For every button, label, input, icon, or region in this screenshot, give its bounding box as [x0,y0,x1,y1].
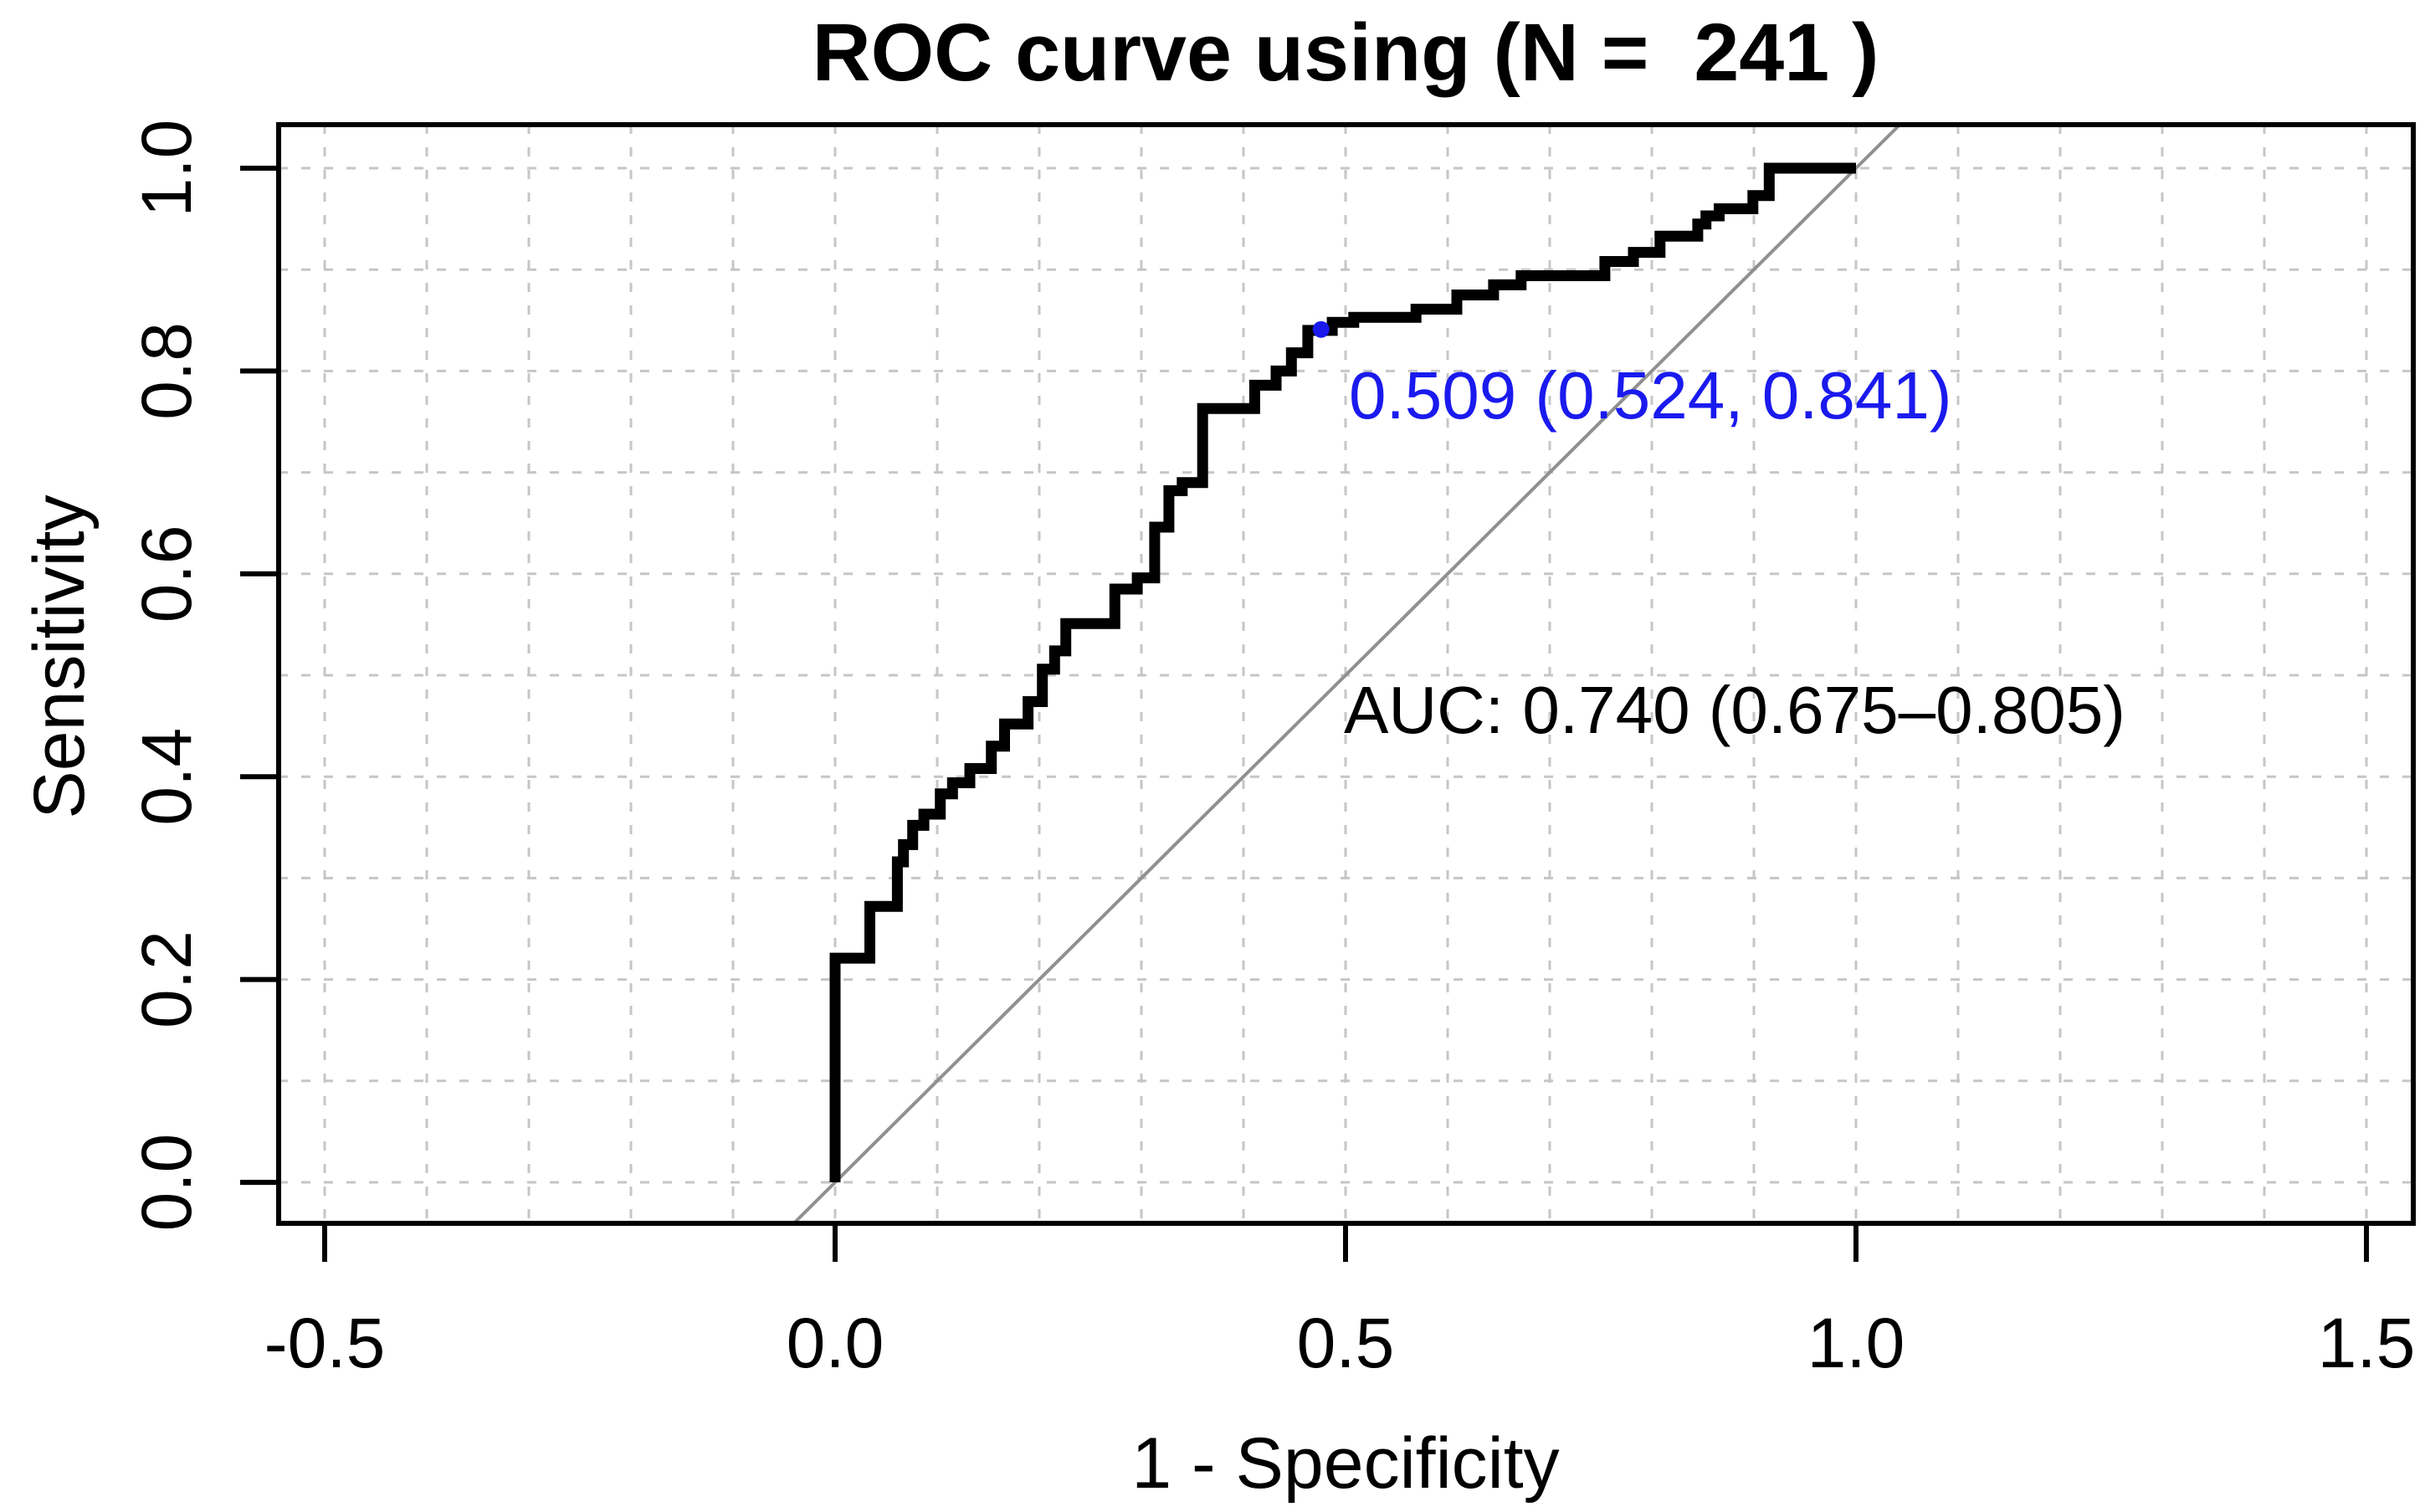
x-axis: -0.5 0.0 0.5 1.0 1.5 [264,1223,2416,1382]
x-axis-title: 1 - Specificity [1131,1423,1559,1504]
y-axis: 0.0 0.2 0.4 0.6 0.8 1.0 [127,120,279,1232]
y-tick-label: 1.0 [127,120,206,218]
threshold-annotation: 0.509 (0.524, 0.841) [1349,358,1952,433]
x-tick-label: -0.5 [264,1304,386,1382]
y-tick-label: 0.6 [127,525,206,623]
annotation-layer: 0.509 (0.524, 0.841) AUC: 0.740 (0.675–0… [1312,320,2125,747]
auc-annotation: AUC: 0.740 (0.675–0.805) [1344,673,2125,747]
chart-title: ROC curve using (N = 241 ) [813,7,1879,98]
x-tick-label: 0.0 [787,1304,884,1382]
reference-diagonal [792,123,1901,1225]
threshold-point [1312,320,1330,338]
y-tick-label: 0.0 [127,1134,206,1232]
x-tick-label: 1.0 [1807,1304,1905,1382]
x-tick-label: 1.5 [2318,1304,2416,1382]
y-axis-title: Sensitivity [19,495,100,818]
roc-curve [829,162,1856,1182]
x-tick-label: 0.5 [1297,1304,1395,1382]
curve-layer [829,162,1856,1182]
y-tick-label: 0.4 [127,728,206,826]
y-tick-label: 0.8 [127,322,206,420]
reference-layer [792,123,1901,1225]
y-tick-label: 0.2 [127,930,206,1028]
